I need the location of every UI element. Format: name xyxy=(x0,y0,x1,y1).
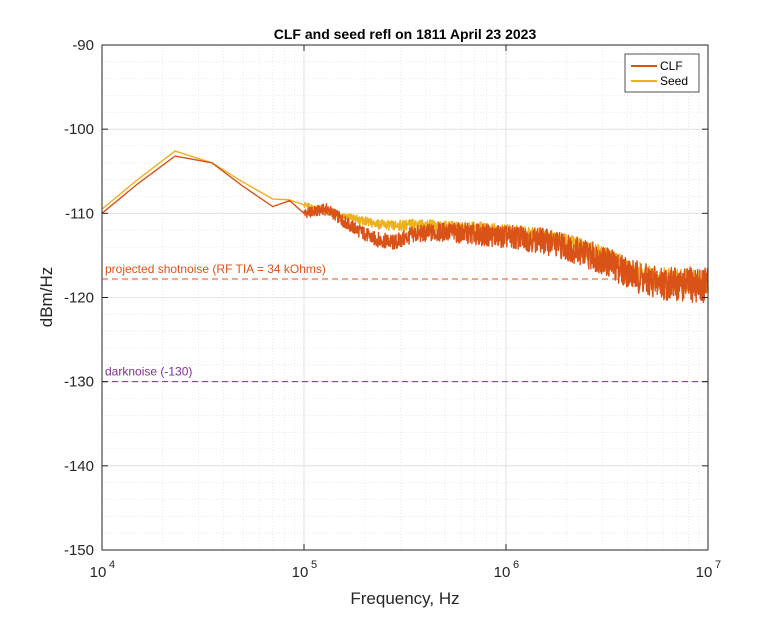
x-tick-label: 10 xyxy=(292,564,309,581)
x-tick-label-exponent: 7 xyxy=(715,559,721,571)
x-tick-label-exponent: 5 xyxy=(311,559,317,571)
series-group xyxy=(101,150,709,304)
reference-lines: projected shotnoise (RF TIA = 34 kOhms) d… xyxy=(102,262,708,383)
legend-box xyxy=(624,53,700,93)
y-tick-label: -140 xyxy=(64,458,94,475)
y-tick-label: -100 xyxy=(64,121,94,138)
x-tick-label-exponent: 4 xyxy=(109,559,115,571)
y-tick-label: -90 xyxy=(72,37,94,54)
series-line-clf xyxy=(101,155,709,304)
reference-line-label: darknoise (-130) xyxy=(105,365,192,379)
chart-title: CLF and seed refl on 1811 April 23 2023 xyxy=(274,26,537,42)
y-tick-label: -120 xyxy=(64,290,94,307)
y-tick-label: -130 xyxy=(64,374,94,391)
reference-line-label: projected shotnoise (RF TIA = 34 kOhms) xyxy=(105,262,326,276)
y-tick-label: -110 xyxy=(65,205,94,222)
legend-label-clf: CLF xyxy=(660,59,683,73)
x-tick-label-exponent: 6 xyxy=(513,559,519,571)
legend-label-seed: Seed xyxy=(660,74,688,88)
ticks: 10 4 10 5 10 6 10 7-150-140-130-120-110-100-90 xyxy=(64,37,721,581)
y-axis-title: dBm/Hz xyxy=(37,267,56,327)
x-tick-label: 10 xyxy=(494,564,511,581)
x-axis-title: Frequency, Hz xyxy=(350,589,459,608)
grid xyxy=(101,44,709,551)
y-tick-label: -150 xyxy=(64,542,94,559)
x-tick-label: 10 xyxy=(90,564,107,581)
x-tick-label: 10 xyxy=(696,564,713,581)
